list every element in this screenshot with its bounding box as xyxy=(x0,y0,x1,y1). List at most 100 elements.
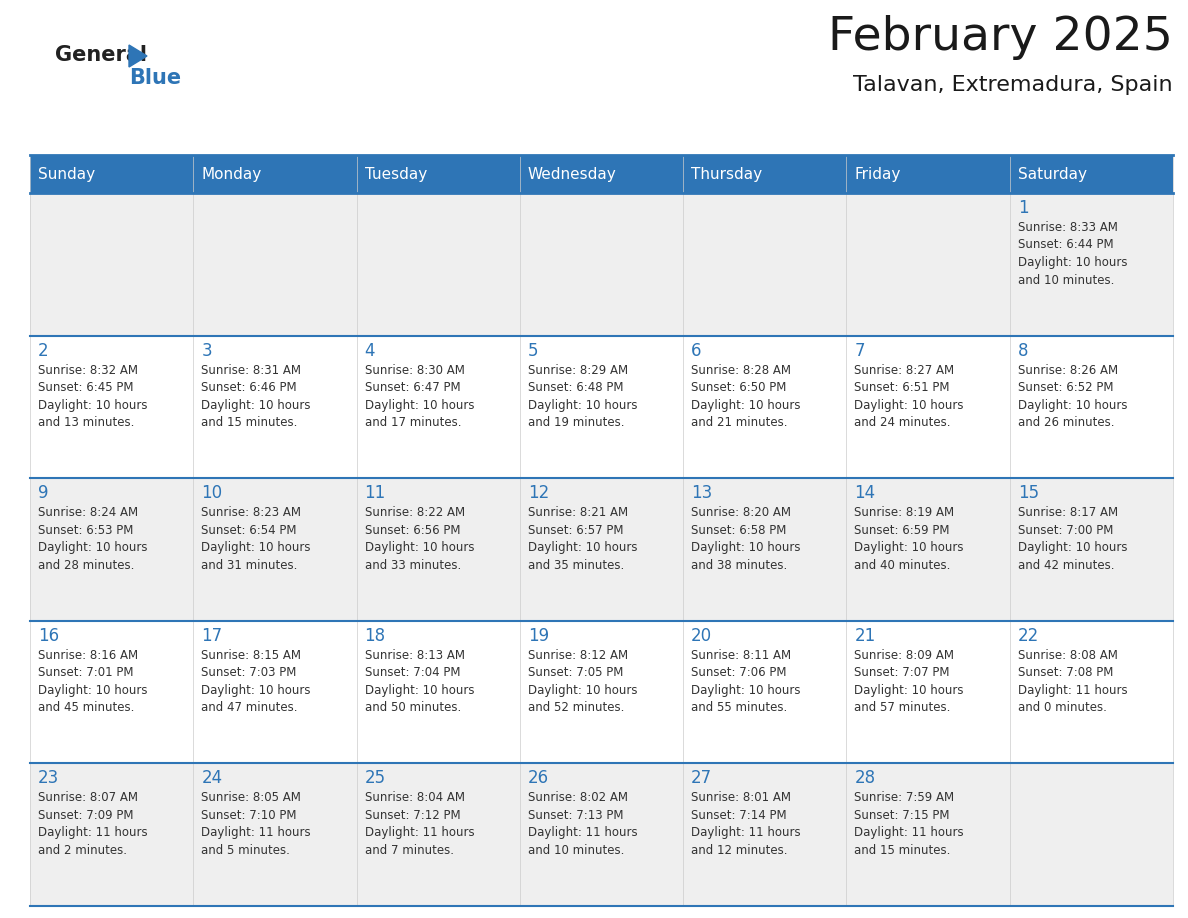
Text: Daylight: 10 hours: Daylight: 10 hours xyxy=(365,684,474,697)
Text: and 57 minutes.: and 57 minutes. xyxy=(854,701,950,714)
Text: Sunset: 7:13 PM: Sunset: 7:13 PM xyxy=(527,809,624,822)
Bar xyxy=(30,478,1173,621)
Text: Sunset: 7:07 PM: Sunset: 7:07 PM xyxy=(854,666,950,679)
Text: and 52 minutes.: and 52 minutes. xyxy=(527,701,624,714)
Text: Daylight: 10 hours: Daylight: 10 hours xyxy=(38,542,147,554)
Text: Sunrise: 8:13 AM: Sunrise: 8:13 AM xyxy=(365,649,465,662)
Text: Sunset: 7:08 PM: Sunset: 7:08 PM xyxy=(1018,666,1113,679)
Text: Sunrise: 8:15 AM: Sunrise: 8:15 AM xyxy=(201,649,302,662)
Text: General: General xyxy=(55,45,147,65)
Text: Daylight: 10 hours: Daylight: 10 hours xyxy=(365,542,474,554)
Text: 18: 18 xyxy=(365,627,386,644)
Text: Saturday: Saturday xyxy=(1018,166,1087,182)
Text: 7: 7 xyxy=(854,341,865,360)
Text: Daylight: 10 hours: Daylight: 10 hours xyxy=(691,684,801,697)
Text: 13: 13 xyxy=(691,484,713,502)
Text: Wednesday: Wednesday xyxy=(527,166,617,182)
Text: and 19 minutes.: and 19 minutes. xyxy=(527,416,625,429)
Text: 26: 26 xyxy=(527,769,549,788)
Text: Sunset: 6:46 PM: Sunset: 6:46 PM xyxy=(201,381,297,394)
Text: Sunrise: 8:16 AM: Sunrise: 8:16 AM xyxy=(38,649,138,662)
Text: and 55 minutes.: and 55 minutes. xyxy=(691,701,788,714)
Text: Tuesday: Tuesday xyxy=(365,166,426,182)
Bar xyxy=(30,336,1173,478)
Text: and 45 minutes.: and 45 minutes. xyxy=(38,701,134,714)
Text: Sunrise: 8:23 AM: Sunrise: 8:23 AM xyxy=(201,506,302,520)
Text: 21: 21 xyxy=(854,627,876,644)
Text: and 2 minutes.: and 2 minutes. xyxy=(38,844,127,856)
Text: Sunset: 6:52 PM: Sunset: 6:52 PM xyxy=(1018,381,1113,394)
Text: and 10 minutes.: and 10 minutes. xyxy=(527,844,624,856)
Text: 28: 28 xyxy=(854,769,876,788)
Text: Daylight: 11 hours: Daylight: 11 hours xyxy=(527,826,638,839)
Text: 24: 24 xyxy=(201,769,222,788)
Text: Sunrise: 8:21 AM: Sunrise: 8:21 AM xyxy=(527,506,628,520)
Text: and 26 minutes.: and 26 minutes. xyxy=(1018,416,1114,429)
Text: and 33 minutes.: and 33 minutes. xyxy=(365,559,461,572)
Text: Daylight: 11 hours: Daylight: 11 hours xyxy=(38,826,147,839)
Text: Sunrise: 8:11 AM: Sunrise: 8:11 AM xyxy=(691,649,791,662)
Text: Daylight: 10 hours: Daylight: 10 hours xyxy=(201,398,311,411)
Text: Daylight: 10 hours: Daylight: 10 hours xyxy=(1018,398,1127,411)
Text: Sunrise: 8:27 AM: Sunrise: 8:27 AM xyxy=(854,364,954,376)
Text: Daylight: 11 hours: Daylight: 11 hours xyxy=(365,826,474,839)
Text: Friday: Friday xyxy=(854,166,901,182)
Text: and 47 minutes.: and 47 minutes. xyxy=(201,701,298,714)
Text: and 40 minutes.: and 40 minutes. xyxy=(854,559,950,572)
Text: Sunrise: 8:29 AM: Sunrise: 8:29 AM xyxy=(527,364,628,376)
Text: Daylight: 10 hours: Daylight: 10 hours xyxy=(691,542,801,554)
Text: 6: 6 xyxy=(691,341,702,360)
Text: Daylight: 10 hours: Daylight: 10 hours xyxy=(854,398,963,411)
Text: Sunrise: 8:08 AM: Sunrise: 8:08 AM xyxy=(1018,649,1118,662)
Text: Sunday: Sunday xyxy=(38,166,95,182)
Text: and 24 minutes.: and 24 minutes. xyxy=(854,416,950,429)
Text: Sunrise: 8:07 AM: Sunrise: 8:07 AM xyxy=(38,791,138,804)
Text: Sunrise: 8:17 AM: Sunrise: 8:17 AM xyxy=(1018,506,1118,520)
Text: Sunset: 7:15 PM: Sunset: 7:15 PM xyxy=(854,809,950,822)
Text: Sunrise: 8:26 AM: Sunrise: 8:26 AM xyxy=(1018,364,1118,376)
Text: Sunrise: 8:12 AM: Sunrise: 8:12 AM xyxy=(527,649,628,662)
Text: Sunrise: 8:09 AM: Sunrise: 8:09 AM xyxy=(854,649,954,662)
Text: Sunset: 7:03 PM: Sunset: 7:03 PM xyxy=(201,666,297,679)
Text: Sunset: 6:57 PM: Sunset: 6:57 PM xyxy=(527,523,624,537)
Text: Sunrise: 8:04 AM: Sunrise: 8:04 AM xyxy=(365,791,465,804)
Text: 22: 22 xyxy=(1018,627,1040,644)
Text: 2: 2 xyxy=(38,341,49,360)
Text: Sunrise: 8:28 AM: Sunrise: 8:28 AM xyxy=(691,364,791,376)
Text: 15: 15 xyxy=(1018,484,1038,502)
Text: Daylight: 10 hours: Daylight: 10 hours xyxy=(691,398,801,411)
Text: and 38 minutes.: and 38 minutes. xyxy=(691,559,788,572)
Text: Sunrise: 8:19 AM: Sunrise: 8:19 AM xyxy=(854,506,954,520)
Text: Sunrise: 8:30 AM: Sunrise: 8:30 AM xyxy=(365,364,465,376)
Text: Sunset: 6:54 PM: Sunset: 6:54 PM xyxy=(201,523,297,537)
Text: 12: 12 xyxy=(527,484,549,502)
Text: Daylight: 10 hours: Daylight: 10 hours xyxy=(854,684,963,697)
Text: Sunrise: 8:33 AM: Sunrise: 8:33 AM xyxy=(1018,221,1118,234)
Text: 4: 4 xyxy=(365,341,375,360)
Text: Daylight: 10 hours: Daylight: 10 hours xyxy=(201,684,311,697)
Text: Daylight: 11 hours: Daylight: 11 hours xyxy=(201,826,311,839)
Text: Daylight: 10 hours: Daylight: 10 hours xyxy=(854,542,963,554)
Text: 16: 16 xyxy=(38,627,59,644)
Text: Sunrise: 8:20 AM: Sunrise: 8:20 AM xyxy=(691,506,791,520)
Text: and 15 minutes.: and 15 minutes. xyxy=(854,844,950,856)
Text: Daylight: 11 hours: Daylight: 11 hours xyxy=(854,826,963,839)
Text: Sunrise: 7:59 AM: Sunrise: 7:59 AM xyxy=(854,791,954,804)
Text: Sunset: 7:01 PM: Sunset: 7:01 PM xyxy=(38,666,133,679)
Text: Daylight: 11 hours: Daylight: 11 hours xyxy=(1018,684,1127,697)
Text: Sunset: 7:00 PM: Sunset: 7:00 PM xyxy=(1018,523,1113,537)
Text: Daylight: 10 hours: Daylight: 10 hours xyxy=(527,542,637,554)
Text: and 0 minutes.: and 0 minutes. xyxy=(1018,701,1106,714)
Text: Daylight: 10 hours: Daylight: 10 hours xyxy=(1018,542,1127,554)
Text: and 42 minutes.: and 42 minutes. xyxy=(1018,559,1114,572)
Text: Sunrise: 8:32 AM: Sunrise: 8:32 AM xyxy=(38,364,138,376)
Text: Daylight: 10 hours: Daylight: 10 hours xyxy=(527,398,637,411)
Polygon shape xyxy=(129,45,147,67)
Text: Sunset: 6:45 PM: Sunset: 6:45 PM xyxy=(38,381,133,394)
Text: and 7 minutes.: and 7 minutes. xyxy=(365,844,454,856)
Text: Sunrise: 8:05 AM: Sunrise: 8:05 AM xyxy=(201,791,302,804)
Text: 9: 9 xyxy=(38,484,49,502)
Text: and 12 minutes.: and 12 minutes. xyxy=(691,844,788,856)
Text: Sunset: 6:47 PM: Sunset: 6:47 PM xyxy=(365,381,460,394)
Text: 10: 10 xyxy=(201,484,222,502)
